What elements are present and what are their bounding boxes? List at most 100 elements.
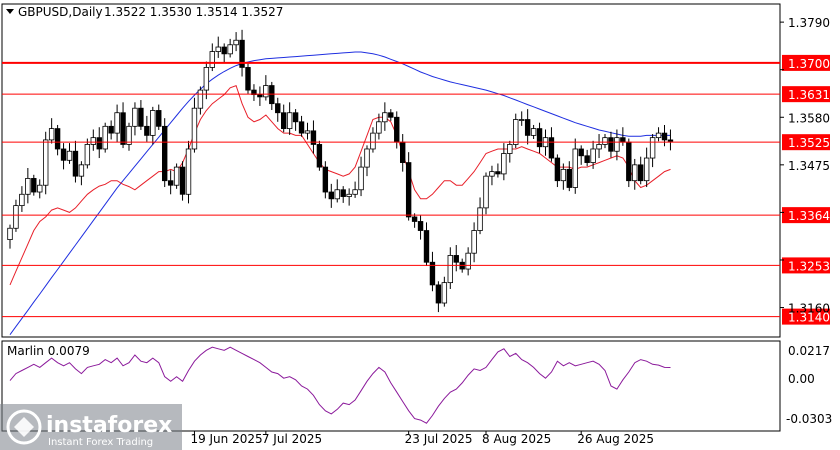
price-axis-tick: 1.3790 xyxy=(788,16,830,30)
candle xyxy=(643,147,650,188)
candle xyxy=(245,63,251,94)
candle xyxy=(167,170,174,195)
candle xyxy=(185,140,192,204)
candle xyxy=(602,134,608,149)
candle xyxy=(280,104,287,133)
candle xyxy=(156,104,162,130)
candle xyxy=(132,102,138,136)
level-label: 1.3253 xyxy=(782,257,830,274)
candle xyxy=(370,127,376,153)
main-plot-frame xyxy=(1,3,781,338)
price-axis-tick: 1.3475 xyxy=(788,159,830,173)
candle xyxy=(382,102,388,131)
symbol-label: GBPUSD,Daily xyxy=(18,5,103,19)
candle xyxy=(346,188,352,206)
candle xyxy=(328,183,334,208)
candle xyxy=(144,115,150,142)
date-axis-tick: 8 Aug 2025 xyxy=(482,432,551,446)
candle xyxy=(233,32,239,52)
brand-tagline: Instant Forex Trading xyxy=(48,437,153,448)
date-axis-tick: 19 Jun 2025 xyxy=(190,432,262,446)
candle xyxy=(138,100,144,130)
instaforex-logo-icon xyxy=(6,409,42,445)
candle xyxy=(179,161,186,201)
price-axis-tick: 1.3160 xyxy=(788,302,830,316)
collapse-triangle-icon[interactable] xyxy=(6,9,14,14)
slow-ma-line xyxy=(9,51,671,335)
candle xyxy=(340,186,346,203)
marlin-line xyxy=(9,346,671,424)
candle xyxy=(310,120,317,154)
candle xyxy=(334,179,340,203)
candle xyxy=(60,143,67,170)
candle xyxy=(102,122,108,153)
candle xyxy=(649,134,656,168)
marlin-axis-zero: 0.00 xyxy=(788,372,815,386)
candle xyxy=(78,161,85,186)
candle xyxy=(364,145,370,177)
svg-text:1.3525: 1.3525 xyxy=(788,136,830,150)
candle xyxy=(304,122,311,140)
candle xyxy=(614,129,620,161)
level-label: 1.3525 xyxy=(782,134,830,151)
marlin-axis-bottom: -0.0303 xyxy=(786,412,832,426)
candle xyxy=(13,199,19,232)
candle xyxy=(126,122,132,151)
candle xyxy=(173,163,180,189)
candle xyxy=(441,276,448,307)
candle xyxy=(447,247,453,289)
candle xyxy=(120,102,126,149)
level-label: 1.3364 xyxy=(782,207,830,224)
candle xyxy=(54,124,61,156)
candle xyxy=(429,251,436,292)
candle xyxy=(352,181,358,198)
candle xyxy=(536,122,543,154)
candle xyxy=(596,134,602,159)
candle xyxy=(560,163,567,190)
date-axis-tick: 26 Aug 2025 xyxy=(577,432,654,446)
candle xyxy=(661,124,668,147)
candle xyxy=(495,163,501,178)
candle xyxy=(608,131,614,158)
candle xyxy=(275,97,281,122)
candle xyxy=(90,129,96,151)
candle xyxy=(572,138,578,194)
candle xyxy=(48,118,55,144)
candle xyxy=(417,215,424,240)
candle xyxy=(423,222,430,266)
candle xyxy=(84,138,91,169)
candle xyxy=(507,140,513,163)
candle xyxy=(72,140,79,183)
brand-name: instaforex xyxy=(46,413,172,438)
svg-text:1.3253: 1.3253 xyxy=(788,259,830,273)
candle xyxy=(566,161,572,192)
candle xyxy=(638,156,644,185)
svg-text:1.3631: 1.3631 xyxy=(788,88,830,102)
candle xyxy=(524,109,531,145)
candle xyxy=(453,245,459,272)
candle xyxy=(632,158,638,190)
date-axis-tick: 7 Jul 2025 xyxy=(262,432,322,446)
candle xyxy=(584,149,590,167)
date-axis-tick: 23 Jul 2025 xyxy=(405,432,473,446)
candle xyxy=(292,109,299,131)
level-label: 1.3700 xyxy=(782,54,830,71)
candle xyxy=(209,43,215,72)
candle xyxy=(215,36,221,58)
candle xyxy=(43,131,49,195)
candle xyxy=(626,138,632,188)
candle xyxy=(477,197,483,235)
candle xyxy=(655,127,662,142)
candle xyxy=(114,104,120,143)
candle xyxy=(286,102,293,135)
candle xyxy=(221,43,227,63)
candle xyxy=(554,154,561,188)
candle xyxy=(322,161,329,199)
candle xyxy=(405,152,412,221)
candle xyxy=(530,124,537,140)
candle xyxy=(191,97,198,153)
candle xyxy=(197,86,204,115)
candle xyxy=(489,165,495,186)
candle xyxy=(411,213,418,228)
candle xyxy=(358,156,364,197)
